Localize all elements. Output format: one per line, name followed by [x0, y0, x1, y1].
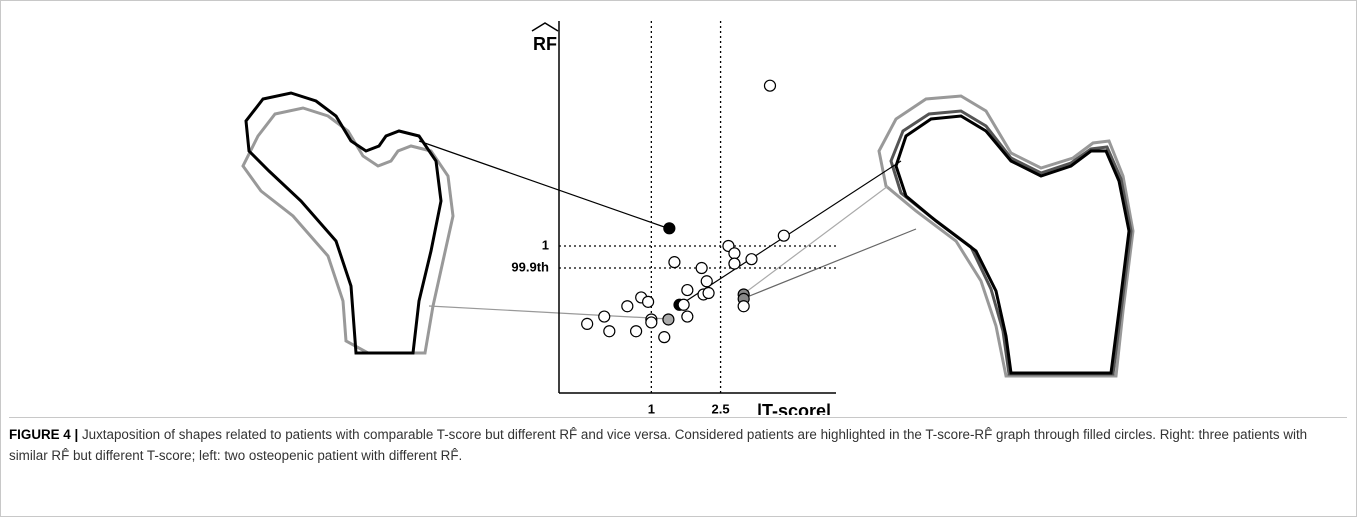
y-label-hat: [531, 22, 559, 32]
connector: [418, 140, 671, 230]
connector: [741, 228, 917, 300]
data-point: [645, 316, 658, 329]
data-point: [695, 261, 708, 275]
y-tick-label: 1: [542, 237, 549, 252]
data-point: [728, 257, 741, 270]
data-point: [621, 300, 634, 313]
bone-left-black: [244, 91, 443, 355]
bone-right-black: [894, 114, 1131, 375]
x-tick-label: 2.5: [712, 401, 730, 415]
connector: [741, 185, 889, 296]
bone-shapes: [241, 91, 1135, 378]
data-point: [745, 253, 758, 266]
data-point: [663, 222, 676, 235]
data-point: [629, 325, 643, 338]
bone-right-gray: [877, 94, 1135, 378]
data-point: [700, 275, 713, 288]
data-point: [702, 286, 715, 300]
data-point: [677, 298, 690, 311]
connector: [679, 160, 902, 306]
data-point: [658, 331, 671, 344]
data-point: [728, 247, 741, 260]
y-tick-label: 99.9th: [511, 259, 549, 274]
chart: RF |T-score| 1 2.5 1 99.9th: [241, 21, 1135, 415]
data-point: [681, 310, 694, 323]
data-point: [763, 79, 777, 92]
connectors: [418, 140, 917, 320]
data-point: [581, 317, 594, 330]
bone-left-gray: [241, 106, 455, 355]
caption-text: Juxtaposition of shapes related to patie…: [9, 427, 1308, 463]
data-point: [642, 295, 655, 308]
x-axis-label: |T-score|: [757, 401, 831, 415]
data-point: [777, 229, 790, 242]
data-point: [603, 325, 616, 338]
data-point: [598, 310, 611, 323]
data-point: [668, 256, 681, 269]
caption: FIGURE 4 | Juxtaposition of shapes relat…: [9, 417, 1347, 466]
caption-label: FIGURE 4 |: [9, 427, 79, 442]
x-tick-label: 1: [648, 401, 655, 415]
data-point: [737, 300, 750, 313]
connector: [428, 305, 670, 320]
y-axis-label: RF: [533, 34, 557, 54]
data-point: [662, 313, 675, 326]
data-point: [681, 283, 694, 297]
